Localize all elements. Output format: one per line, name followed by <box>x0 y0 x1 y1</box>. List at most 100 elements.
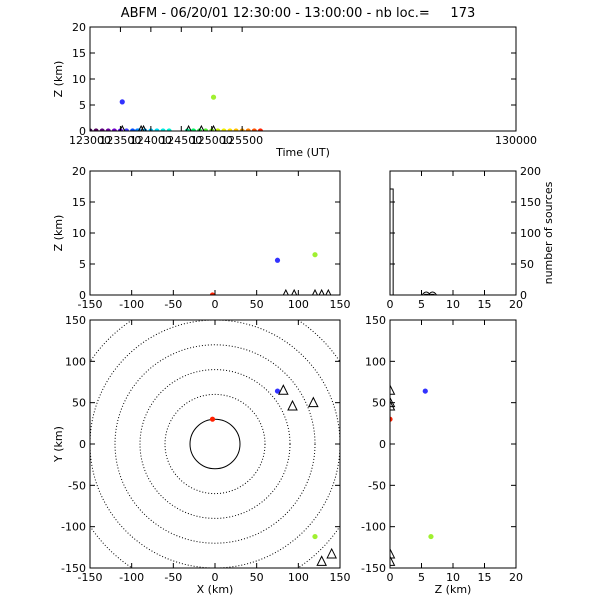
station-marker <box>287 399 298 411</box>
y-axis-label: number of sources <box>542 181 555 284</box>
plot-frame <box>89 170 341 296</box>
source-point <box>233 128 239 131</box>
histogram-bar <box>428 291 437 295</box>
plot-area <box>90 94 516 131</box>
x-tick-label: 125000 <box>191 134 233 147</box>
station-marker <box>390 547 396 559</box>
y-tick-label: -100 <box>61 521 86 534</box>
y-tick-label: -50 <box>368 479 386 492</box>
x-axis-label: Time (UT) <box>275 146 330 159</box>
plan-view-panel: -150 -100 -50 0 50 100 150 -150 -100 -50 0 50 100 150… <box>52 314 351 596</box>
source-point <box>428 533 434 540</box>
x-tick-label: 123500 <box>99 134 141 147</box>
x-tick-label: -100 <box>119 298 144 311</box>
x-axis-label: Z (km) <box>435 583 472 596</box>
y-tick-label: 0 <box>79 438 86 451</box>
x-tick-label: 0 <box>387 571 394 584</box>
source-point <box>90 128 93 131</box>
y-tick-label: 20 <box>72 165 86 178</box>
source-point <box>221 128 227 131</box>
x-tick-label: 5 <box>418 571 425 584</box>
y-tick-label: 100 <box>65 355 86 368</box>
source-point <box>203 128 209 131</box>
x-axis-label: X (km) <box>197 583 234 596</box>
source-point <box>166 128 172 131</box>
y-tick-label: 150 <box>520 196 541 209</box>
plot-area <box>209 252 332 295</box>
y-tick-label: 150 <box>65 314 86 327</box>
x-tick-label: 0 <box>387 298 394 311</box>
source-point <box>209 292 216 295</box>
source-point <box>210 94 217 100</box>
source-point <box>190 128 197 131</box>
range-ring <box>139 369 291 519</box>
station-marker <box>316 555 327 566</box>
range-ring <box>189 418 241 470</box>
station-marker <box>390 399 396 411</box>
y-tick-label: 15 <box>72 196 86 209</box>
x-tick-label: 50 <box>250 571 264 584</box>
y-tick-label: 50 <box>72 397 86 410</box>
source-point <box>257 128 263 131</box>
x-tick-label: -100 <box>119 571 144 584</box>
y-tick-label: 10 <box>72 73 86 86</box>
y-axis-label: Z (km) <box>52 215 65 252</box>
y-tick-label: -150 <box>361 562 386 575</box>
source-point <box>160 128 166 131</box>
plot-area <box>90 320 340 568</box>
x-tick-label: 50 <box>250 298 264 311</box>
figure-title: ABFM - 06/20/01 12:30:00 - 13:00:00 - nb… <box>121 6 476 21</box>
x-height-panel: -150 -100 -50 0 50 100 150 0 5 10 15 20 Z (km) <box>52 165 351 311</box>
y-tick-label: 100 <box>365 355 386 368</box>
source-point <box>123 128 130 131</box>
source-point <box>93 128 99 131</box>
range-ring <box>114 344 316 544</box>
x-tick-label: -50 <box>164 298 182 311</box>
source-point <box>422 388 428 394</box>
y-tick-label: 10 <box>72 227 86 240</box>
source-point <box>274 388 281 394</box>
range-ring <box>90 320 340 568</box>
x-tick-label: -150 <box>78 298 103 311</box>
x-tick-label: 20 <box>509 298 523 311</box>
y-tick-label: -150 <box>61 562 86 575</box>
x-tick-label: -150 <box>78 571 103 584</box>
y-tick-label: 0 <box>520 289 527 302</box>
source-point <box>251 128 257 131</box>
x-tick-label: 5 <box>418 298 425 311</box>
x-tick-label: 100 <box>288 571 309 584</box>
y-tick-label: 150 <box>365 314 386 327</box>
station-marker <box>390 384 396 395</box>
source-point <box>105 128 111 131</box>
source-point <box>130 128 136 131</box>
range-ring <box>90 320 340 568</box>
source-point <box>119 99 125 105</box>
x-tick-label: 130000 <box>495 134 537 147</box>
source-point <box>390 416 393 422</box>
y-tick-label: -100 <box>361 521 386 534</box>
x-tick-label: 125500 <box>221 134 263 147</box>
source-point <box>312 252 318 258</box>
station-marker <box>326 547 337 559</box>
source-point <box>245 128 251 131</box>
source-point <box>99 128 105 131</box>
y-tick-label: 20 <box>72 21 86 34</box>
source-point <box>111 128 117 131</box>
x-tick-label: 123000 <box>69 134 111 147</box>
plot-frame <box>89 319 341 569</box>
x-tick-label: 15 <box>478 298 492 311</box>
source-point <box>274 257 281 263</box>
source-point <box>209 416 216 422</box>
source-point <box>154 128 160 131</box>
y-tick-label: -50 <box>68 479 86 492</box>
y-tick-label: 0 <box>379 438 386 451</box>
y-tick-label: 50 <box>372 397 386 410</box>
histogram-bars <box>390 188 438 295</box>
y-tick-label: 0 <box>79 289 86 302</box>
plot-frame <box>389 170 517 296</box>
height-y-panel: 0 5 10 15 20 -150 -100 -50 0 50 100 150 Z (km) <box>361 314 523 596</box>
plot-frame <box>89 26 517 132</box>
y-tick-label: 200 <box>520 165 541 178</box>
